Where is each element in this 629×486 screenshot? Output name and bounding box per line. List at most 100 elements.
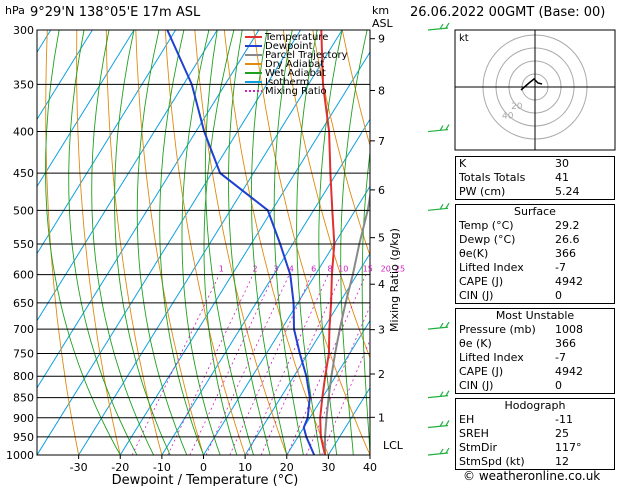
legend-label: Dry Adiabat (265, 59, 324, 70)
surface-box: Surface Temp (°C) 29.2 Dewp (°C) 26.6 θe(K) 3… (455, 204, 615, 304)
stat-value: 5.24 (555, 185, 580, 198)
wet-adiabat-line (228, 30, 271, 455)
stat-value: 117° (555, 441, 582, 454)
hodograph-ring-label: 40 (502, 111, 514, 121)
most-unstable-row: θe (K) 366 (459, 337, 611, 351)
wet-adiabat-line (45, 30, 121, 455)
wet-adiabat-line (114, 30, 171, 455)
hodograph-trace (520, 77, 543, 91)
most-unstable-row: Pressure (mb) 1008 (459, 323, 611, 337)
stat-label: PW (cm) (459, 185, 506, 198)
most-unstable-row: CAPE (J) 4942 (459, 365, 611, 379)
isotherm-line (161, 118, 370, 455)
stat-label: StmDir (459, 441, 498, 454)
isotherm-line (0, 30, 9, 455)
stat-value: 366 (555, 247, 576, 260)
km-tick-label: 4 (378, 278, 385, 291)
km-label: km (372, 4, 389, 17)
stat-value: -11 (555, 413, 573, 426)
stat-value: 25 (555, 427, 569, 440)
hodograph-row: StmSpd (kt) 12 (459, 455, 611, 469)
wind-barb (427, 22, 450, 31)
pressure-tick-label: 1000 (6, 449, 34, 462)
index-row: Totals Totals 41 (459, 171, 611, 185)
dry-adiabat-line (312, 30, 370, 257)
index-row: K 30 (459, 157, 611, 171)
legend-label: Wet Adiabat (265, 68, 326, 79)
stat-label: CIN (J) (459, 379, 494, 392)
credit-label[interactable]: © weatheronline.co.uk (463, 469, 601, 483)
mixing-ratio-tick: 4 (289, 265, 294, 274)
temp-tick-label: 30 (321, 461, 335, 474)
pressure-tick-label: 700 (13, 323, 34, 336)
surface-title: Surface (514, 205, 556, 218)
most-unstable-title: Most Unstable (495, 309, 575, 322)
pressure-tick-label: 850 (13, 392, 34, 405)
surface-row: Lifted Index -7 (459, 261, 611, 275)
stat-label: CAPE (J) (459, 275, 504, 288)
wind-barb (427, 447, 450, 456)
pressure-tick-label: 400 (13, 126, 34, 139)
legend-label: Parcel Trajectory (265, 50, 348, 61)
pressure-tick-label: 550 (13, 238, 34, 251)
km-tick-label: 5 (378, 232, 385, 245)
km-tick-label: 1 (378, 411, 385, 424)
asl-label: ASL (372, 17, 394, 30)
temp-tick-label: 0 (200, 461, 207, 474)
mixing-ratio-tick: 3 (273, 265, 278, 274)
stat-value: 12 (555, 455, 569, 468)
stat-label: Dewp (°C) (459, 233, 516, 246)
isotherm-line (37, 30, 93, 121)
dewpoint-line (166, 30, 316, 455)
hodograph-row: EH -11 (459, 413, 611, 427)
temp-tick-label: -20 (111, 461, 129, 474)
temp-tick-label: -10 (153, 461, 171, 474)
wet-adiabat-line (204, 30, 254, 455)
legend-label: Temperature (264, 32, 328, 43)
temp-tick-label: 10 (238, 461, 252, 474)
mixing-ratio-line (229, 274, 312, 455)
stat-label: CIN (J) (459, 289, 494, 302)
datetime-label: 26.06.2022 00GMT (Base: 00) (410, 5, 606, 20)
temp-tick-label: -30 (70, 461, 88, 474)
hodograph-row: SREH 25 (459, 427, 611, 441)
stat-value: 366 (555, 337, 576, 350)
pressure-tick-label: 600 (13, 269, 34, 282)
lcl-label: LCL (383, 439, 404, 452)
surface-row: CIN (J) 0 (459, 289, 611, 303)
wind-barb (427, 321, 450, 330)
temperature-line (319, 30, 336, 455)
most-unstable-box: Most Unstable Pressure (mb) 1008 θe (K) 366… (455, 308, 615, 394)
pressure-tick-label: 800 (13, 370, 34, 383)
temp-tick-label: 20 (280, 461, 294, 474)
hodograph-unit: kt (459, 33, 469, 44)
surface-row: CAPE (J) 4942 (459, 275, 611, 289)
index-row: PW (cm) 5.24 (459, 185, 611, 199)
km-tick-label: 2 (378, 368, 385, 381)
stat-label: K (459, 157, 467, 170)
hodograph-box: Hodograph EH -11 SREH 25 StmDir 117° StmSpd (k… (455, 398, 615, 470)
stat-value: 0 (555, 379, 562, 392)
isotherm-line (119, 51, 370, 455)
stat-label: EH (459, 413, 475, 426)
stat-value: 30 (555, 157, 569, 170)
stat-label: CAPE (J) (459, 365, 504, 378)
stat-label: Totals Totals (459, 171, 526, 184)
wind-barb (427, 124, 450, 133)
stat-value: 4942 (555, 365, 583, 378)
km-tick-label: 6 (378, 184, 385, 197)
mixing-ratio-tick: 8 (328, 265, 333, 274)
mixing-ratio-tick: 15 (363, 265, 373, 274)
wind-barb (427, 390, 450, 399)
mixing-ratio-tick: 6 (311, 265, 316, 274)
surface-row: θe(K) 366 (459, 247, 611, 261)
pressure-tick-label: 350 (13, 78, 34, 91)
km-tick-label: 8 (378, 84, 385, 97)
hodograph-row: StmDir 117° (459, 441, 611, 455)
mixing-ratio-tick: 25 (395, 265, 405, 274)
stat-value: -7 (555, 351, 566, 364)
km-tick-label: 3 (378, 324, 385, 337)
